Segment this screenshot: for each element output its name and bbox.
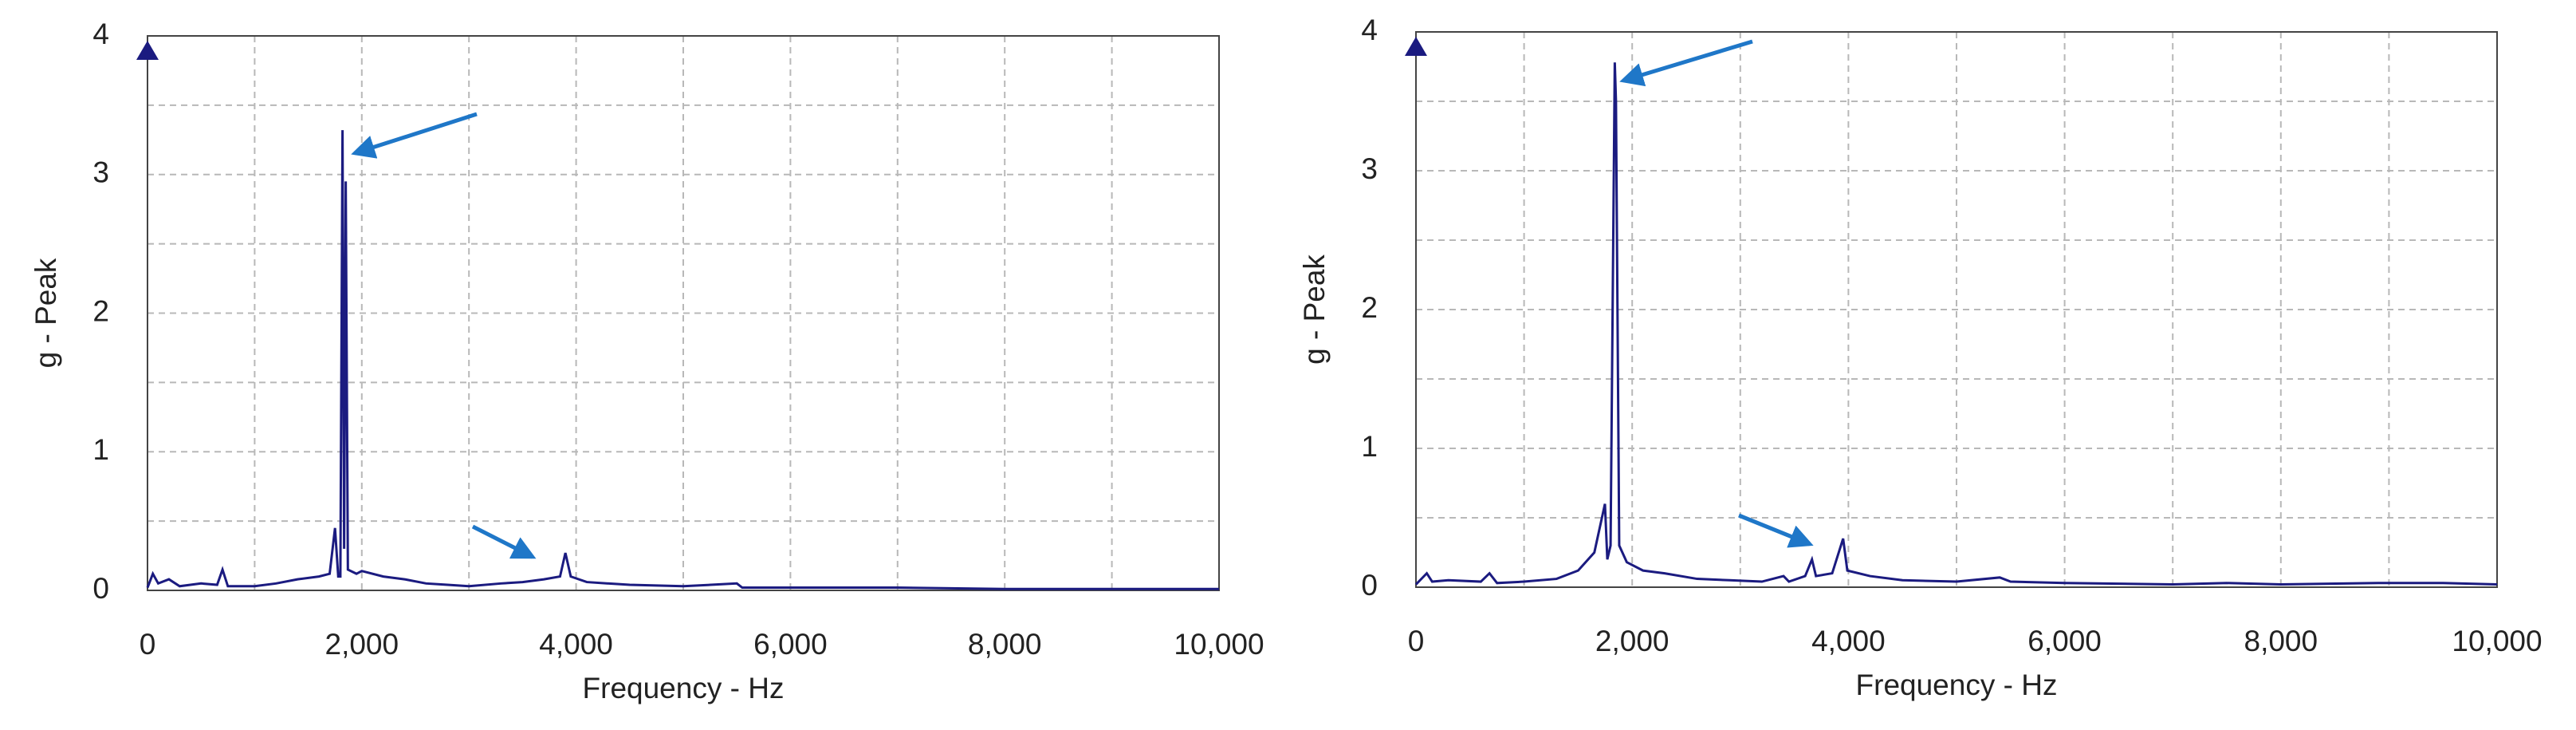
x-tick-label: 6,000 <box>2027 625 2102 657</box>
chart: 0 2,000 4,000 6,000 8,000 10,000 0 1 2 3 4 Frequenc… <box>1298 14 2543 701</box>
arrow <box>351 112 478 159</box>
y-tick-label: 2 <box>1361 291 1378 324</box>
y-tick-label: 0 <box>1361 569 1378 602</box>
annotations <box>351 39 1814 559</box>
arrow <box>1738 513 1814 548</box>
y-tick-label: 1 <box>92 433 109 466</box>
x-tick-label: 4,000 <box>539 628 613 661</box>
plot-frame <box>1415 31 2498 588</box>
x-axis-label: Frequency - Hz <box>583 672 785 704</box>
axis-marker <box>136 41 159 60</box>
x-tick-label: 4,000 <box>1811 625 1886 657</box>
arrow <box>1619 39 1753 87</box>
x-tick-label: 0 <box>1408 625 1425 657</box>
x-tick-label: 6,000 <box>753 628 828 661</box>
y-axis-label: g - Peak <box>1298 255 1331 365</box>
y-tick-label: 4 <box>1361 14 1378 46</box>
y-tick-label: 2 <box>92 294 109 327</box>
y-tick-label: 3 <box>1361 152 1378 185</box>
y-tick-label: 3 <box>92 156 109 189</box>
x-tick-label: 10,000 <box>2452 625 2542 657</box>
x-tick-label: 10,000 <box>1174 628 1264 661</box>
spectrum-line <box>146 130 1219 590</box>
axis-marker <box>1405 37 1427 56</box>
plot-frame <box>147 35 1220 591</box>
x-tick-label: 2,000 <box>325 628 399 661</box>
y-tick-label: 1 <box>1361 430 1378 463</box>
x-tick-label: 0 <box>140 628 156 661</box>
x-tick-label: 8,000 <box>968 628 1042 661</box>
arrow <box>471 524 537 559</box>
x-tick-label: 2,000 <box>1595 625 1669 657</box>
y-axis-label: g - Peak <box>29 258 62 368</box>
x-tick-label: 8,000 <box>2244 625 2318 657</box>
x-axis-label: Frequency - Hz <box>1856 669 2058 701</box>
y-tick-label: 4 <box>92 18 109 50</box>
y-tick-label: 0 <box>92 572 109 605</box>
spectrum-line <box>1414 62 2498 586</box>
chart: 0 2,000 4,000 6,000 8,000 10,000 0 1 2 3 4 Frequenc… <box>29 18 1264 704</box>
